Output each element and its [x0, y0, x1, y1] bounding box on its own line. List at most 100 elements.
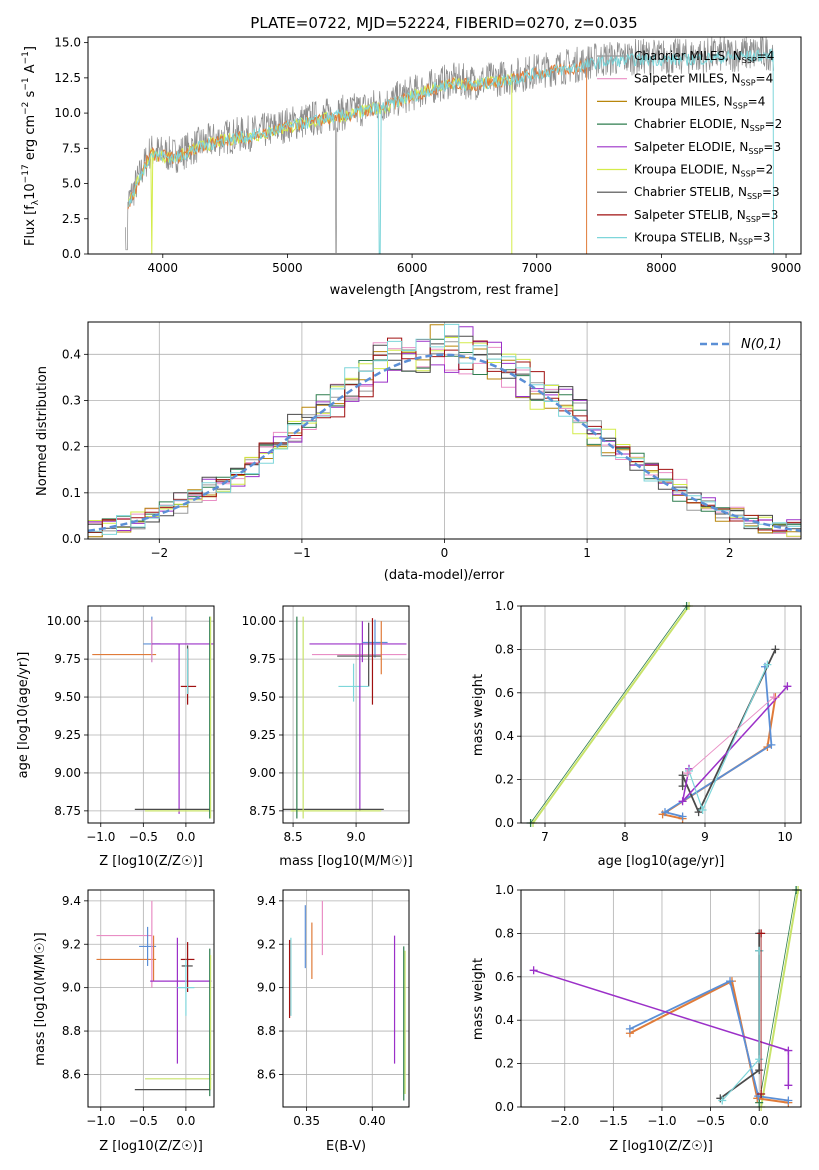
x-tick-label: −0.5	[129, 830, 158, 844]
weight-vs-Z-ylabel: mass weight	[471, 958, 486, 1040]
mass-vs-ebv-xlabel: E(B-V)	[326, 1139, 366, 1154]
weight-vs-age-xlabel: age [log10(age/yr)]	[598, 854, 725, 869]
weight-marker	[757, 929, 766, 938]
y-tick-label: 1.0	[495, 599, 514, 613]
y-tick-label: 9.00	[249, 766, 276, 780]
figure-title: PLATE=0722, MJD=52224, FIBERID=0270, z=0…	[250, 14, 637, 32]
x-tick-label: 8.5	[284, 830, 303, 844]
weight-vs-age-panel: 7 8 9 10 0.0 0.2 0.4 0.6 0.8 1.0 age [log10(age/y…	[471, 599, 802, 869]
x-tick-label: −1.5	[599, 1114, 628, 1128]
observed-spectrum	[125, 36, 774, 253]
x-tick-label: 7000	[521, 261, 552, 275]
y-tick-label: 0.2	[495, 773, 514, 787]
weight-marker	[726, 977, 735, 986]
weight-line	[660, 696, 777, 820]
legend-label: Kroupa ELODIE, NSSP=2	[634, 163, 773, 179]
mass-vs-Z-panel: −1.0 −0.5 0.0 8.6 8.8 9.0 9.2 9.4 Z [log10(Z/Z☉…	[33, 889, 215, 1154]
weight-line	[530, 605, 687, 824]
x-tick-label: 6000	[397, 261, 428, 275]
y-tick-label: 0.0	[62, 532, 81, 546]
y-tick-label: 8.8	[257, 1024, 276, 1038]
weight-vs-age-axes	[520, 605, 802, 824]
y-tick-label: 8.6	[257, 1067, 276, 1081]
y-tick-label: 0.8	[495, 642, 514, 656]
histogram-step	[88, 342, 801, 538]
x-tick-label: 0.35	[293, 1114, 320, 1128]
x-tick-label: 5000	[272, 261, 303, 275]
y-tick-label: 9.75	[54, 652, 81, 666]
weight-marker	[683, 769, 692, 778]
age-vs-Z-xlabel: Z [log10(Z/Z☉)]	[99, 854, 203, 869]
y-tick-label: 8.75	[54, 804, 81, 818]
residual-ylabel: Normed distribution	[35, 366, 50, 496]
mass-vs-Z-ylabel: mass [log10(M/M☉)]	[33, 932, 48, 1065]
y-tick-label: 9.25	[54, 728, 81, 742]
mass-vs-ebv-panel: 0.35 0.40 8.6 8.8 9.0 9.2 9.4 E(B-V)	[257, 889, 410, 1154]
gaussian-curve	[87, 353, 802, 533]
legend-label: Chabrier STELIB, NSSP=3	[634, 185, 780, 201]
y-tick-label: 9.75	[249, 652, 276, 666]
x-tick-label: −1.0	[86, 830, 115, 844]
y-tick-label: 8.6	[62, 1067, 81, 1081]
age-vs-mass-axes	[282, 605, 410, 824]
weight-vs-age-lines	[526, 602, 792, 827]
model-spectrum	[127, 48, 775, 255]
spectrum-panel: 4000 5000 6000 7000 8000 9000 0.0 2.5 5.0 7.5 10.0…	[21, 36, 802, 298]
residual-panel: −2 −1 0 1 2 0.0 0.1 0.2 0.3 0.4 (data-model)/erro…	[35, 321, 802, 583]
y-tick-label: 5.0	[62, 177, 81, 191]
weight-marker	[625, 1024, 634, 1033]
legend-label: Kroupa STELIB, NSSP=3	[634, 231, 771, 247]
x-tick-label: 9000	[771, 261, 802, 275]
y-tick-label: 9.4	[257, 894, 276, 908]
y-tick-label: 10.00	[47, 614, 81, 628]
spectrum-lines	[125, 36, 775, 255]
y-tick-label: 0.4	[495, 729, 514, 743]
y-tick-label: 9.00	[54, 766, 81, 780]
y-tick-label: 9.50	[54, 690, 81, 704]
weight-marker	[757, 1089, 766, 1098]
y-tick-label: 8.75	[249, 804, 276, 818]
mass-vs-ebv-points	[288, 900, 406, 1101]
weight-marker	[769, 693, 778, 702]
weight-line	[687, 696, 775, 774]
y-tick-label: 9.0	[257, 981, 276, 995]
x-tick-label: −1	[293, 546, 311, 560]
x-tick-label: 0.0	[750, 1114, 769, 1128]
spectrum-ylabel: Flux [fλ10−17 erg cm−2 s−1 A−1]	[21, 46, 41, 246]
weight-marker	[755, 1066, 764, 1075]
legend-label: Salpeter STELIB, NSSP=3	[634, 208, 778, 224]
residual-histograms	[87, 323, 802, 538]
x-tick-label: 0.0	[176, 1114, 195, 1128]
y-tick-label: 9.4	[62, 894, 81, 908]
y-tick-label: 0.4	[495, 1013, 514, 1027]
weight-marker	[763, 660, 772, 669]
x-tick-label: 9.0	[347, 830, 366, 844]
histogram-step	[88, 337, 801, 533]
x-tick-label: 10	[777, 830, 792, 844]
y-tick-label: 0.0	[495, 816, 514, 830]
y-tick-label: 2.5	[62, 212, 81, 226]
y-tick-label: 0.3	[62, 393, 81, 407]
x-tick-label: −2.0	[550, 1114, 579, 1128]
weight-line	[532, 605, 690, 824]
y-tick-label: 0.2	[62, 440, 81, 454]
y-tick-label: 0.0	[495, 1100, 514, 1114]
age-vs-Z-axes	[87, 605, 215, 824]
x-tick-label: 8000	[646, 261, 677, 275]
y-tick-label: 0.6	[495, 970, 514, 984]
weight-line	[662, 666, 773, 818]
y-tick-label: 1.0	[495, 883, 514, 897]
y-tick-label: 10.0	[54, 106, 81, 120]
weight-line	[629, 979, 789, 1102]
legend-label: Kroupa MILES, NSSP=4	[634, 94, 765, 110]
weight-marker	[784, 1081, 793, 1090]
weight-marker	[784, 1046, 793, 1055]
x-tick-label: 2	[726, 546, 734, 560]
weight-vs-Z-lines	[529, 886, 803, 1111]
age-vs-mass-points	[283, 616, 407, 819]
y-tick-label: 9.2	[257, 937, 276, 951]
legend-label: Salpeter MILES, NSSP=4	[634, 72, 773, 88]
weight-vs-Z-axes	[520, 889, 802, 1108]
x-tick-label: −0.5	[129, 1114, 158, 1128]
legend-label: Chabrier ELODIE, NSSP=2	[634, 117, 782, 133]
